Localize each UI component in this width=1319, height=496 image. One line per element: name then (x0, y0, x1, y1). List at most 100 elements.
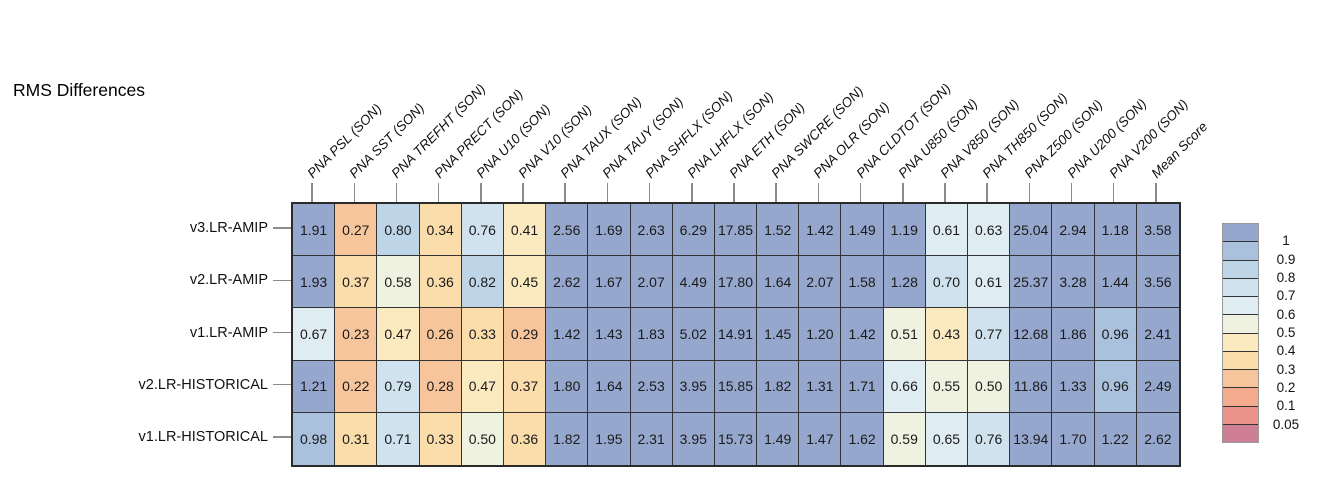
heatmap-cell: 0.22 (335, 360, 378, 413)
legend-color-band (1223, 260, 1258, 279)
heatmap-cell: 0.47 (461, 360, 504, 413)
legend-color-band (1223, 351, 1258, 370)
legend-color-band (1223, 424, 1258, 442)
y-tick-mark (273, 331, 291, 334)
x-tick-mark (944, 183, 946, 202)
heatmap-cell: 6.29 (672, 204, 715, 257)
heatmap-cell: 0.82 (461, 256, 504, 309)
heatmap-cell: 0.43 (925, 308, 969, 361)
heatmap-cell: 2.94 (1052, 204, 1095, 257)
heatmap-cell: 0.36 (503, 412, 547, 465)
legend-boundary-label: 0.7 (1276, 288, 1296, 304)
x-tick-mark (691, 183, 693, 202)
legend-boundary-label: 0.1 (1276, 398, 1296, 414)
heatmap-cell: 1.47 (799, 412, 842, 465)
heatmap-cell: 0.51 (883, 308, 926, 361)
legend-boundary-label: 0.8 (1276, 270, 1296, 285)
legend-color-band (1223, 388, 1258, 407)
heatmap-cell: 1.82 (546, 412, 589, 465)
heatmap-cell: 1.70 (1052, 412, 1095, 465)
heatmap-cell: 1.64 (588, 360, 631, 413)
heatmap-cell: 0.41 (503, 204, 547, 257)
x-tick-mark (775, 183, 777, 202)
heatmap-cell: 1.44 (1094, 256, 1137, 309)
heatmap-cell: 0.76 (968, 412, 1011, 465)
heatmap-cell: 2.49 (1136, 360, 1179, 413)
heatmap-cell: 14.91 (714, 308, 758, 361)
heatmap-cell: 4.49 (672, 256, 715, 309)
heatmap-cell: 0.50 (968, 360, 1011, 413)
heatmap-cell: 1.83 (630, 308, 673, 361)
heatmap-cell: 0.76 (461, 204, 504, 257)
heatmap-cell: 2.31 (630, 412, 673, 465)
x-tick-mark (437, 183, 440, 202)
column-label: PNA V10 (SON) (515, 101, 595, 181)
heatmap-cell: 0.37 (503, 360, 547, 413)
heatmap-cell: 1.49 (841, 204, 884, 257)
heatmap-cell: 1.45 (757, 308, 800, 361)
heatmap-cell: 1.64 (757, 256, 800, 309)
legend-boundary-label: 0.5 (1276, 325, 1296, 340)
heatmap-cell: 0.96 (1094, 308, 1137, 361)
heatmap-cell: 3.28 (1052, 256, 1095, 309)
heatmap-cell: 2.63 (630, 204, 673, 257)
heatmap-cell: 1.18 (1094, 204, 1137, 257)
heatmap-cell: 2.07 (630, 256, 673, 309)
heatmap-cell: 0.29 (503, 308, 547, 361)
chart-title: RMS Differences (13, 80, 145, 100)
heatmap-cell: 13.94 (1010, 412, 1053, 465)
x-tick-mark (902, 183, 904, 202)
x-tick-mark (648, 183, 651, 202)
heatmap-cell: 1.91 (293, 204, 336, 257)
heatmap-cell: 3.58 (1136, 204, 1179, 257)
heatmap-cell: 2.41 (1136, 308, 1179, 361)
heatmap-cell: 1.69 (588, 204, 631, 257)
heatmap-cell: 0.98 (293, 412, 336, 465)
y-tick-mark (273, 436, 291, 438)
heatmap-cell: 1.33 (1052, 360, 1095, 413)
heatmap-cell: 0.79 (377, 360, 420, 413)
heatmap-cell: 0.31 (335, 412, 378, 465)
legend-color-band (1223, 315, 1258, 334)
heatmap-cell: 0.66 (883, 360, 926, 413)
x-tick-mark (480, 183, 482, 202)
heatmap-cell: 0.65 (925, 412, 969, 465)
heatmap-cell: 17.85 (714, 204, 758, 257)
heatmap-cell: 1.21 (293, 360, 336, 413)
legend-boundary-label: 0.05 (1272, 416, 1300, 432)
x-tick-mark (564, 183, 566, 202)
heatmap-cell: 15.73 (714, 412, 758, 465)
colorbar-legend (1222, 223, 1259, 443)
heatmap-cell: 1.62 (841, 412, 884, 465)
legend-color-band (1223, 370, 1258, 389)
heatmap-cell: 0.70 (925, 256, 969, 309)
heatmap-cell: 3.56 (1136, 256, 1179, 309)
legend-color-band (1223, 278, 1258, 297)
heatmap-cell: 1.49 (757, 412, 800, 465)
column-label: PNA OLR (SON) (810, 99, 893, 181)
heatmap-cell: 0.28 (419, 360, 462, 413)
legend-color-band (1223, 333, 1258, 352)
heatmap-cell: 2.56 (546, 204, 589, 257)
heatmap-cell: 0.67 (293, 308, 336, 361)
column-label: PNA U10 (SON) (473, 101, 553, 181)
heatmap-cell: 0.55 (925, 360, 969, 413)
legend-color-band (1223, 406, 1258, 425)
x-tick-mark (817, 183, 820, 202)
heatmap-cell: 0.23 (335, 308, 378, 361)
x-tick-mark (859, 183, 862, 202)
row-label: v1.LR-AMIP (189, 324, 268, 341)
heatmap-cell: 0.50 (461, 412, 504, 465)
heatmap-cell: 5.02 (672, 308, 715, 361)
x-tick-mark (395, 183, 398, 202)
heatmap-cell: 0.33 (419, 412, 462, 465)
heatmap-cell: 0.37 (335, 256, 378, 309)
column-label: PNA Z500 (SON) (1021, 97, 1106, 181)
heatmap-cell: 0.45 (503, 256, 547, 309)
legend-boundary-label: 0.6 (1276, 306, 1296, 322)
x-tick-mark (1155, 183, 1157, 202)
row-label: v2.LR-HISTORICAL (138, 376, 268, 393)
y-tick-mark (273, 383, 291, 386)
heatmap-cell: 11.86 (1010, 360, 1053, 413)
